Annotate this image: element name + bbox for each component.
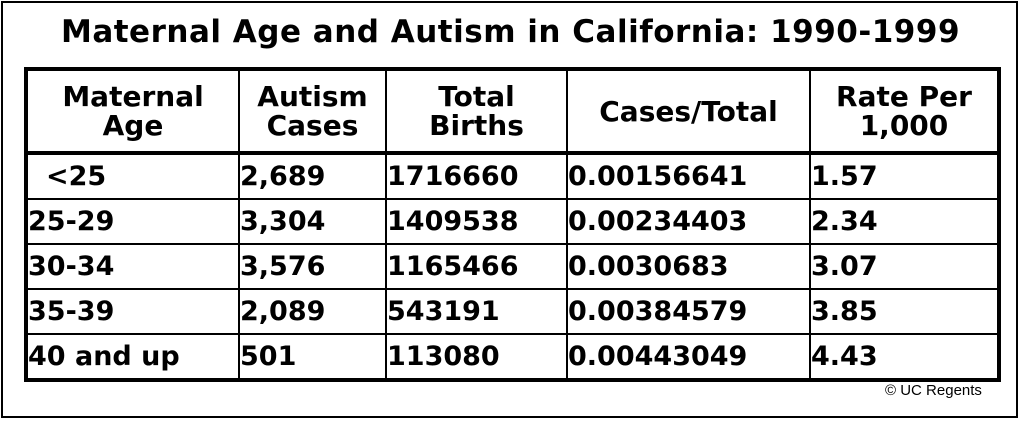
header-maternal-age: Maternal Age	[25, 68, 240, 155]
chart-title: Maternal Age and Autism in California: 1…	[60, 14, 961, 50]
cell-maternal-age: 40 and up	[25, 333, 240, 381]
cell-rate: 3.85	[809, 288, 1000, 335]
header-rate-per-1000: Rate Per 1,000	[809, 68, 1000, 155]
header-text: Maternal	[62, 80, 204, 113]
header-row: Maternal Age Autism Cases Total Births C…	[25, 68, 1000, 155]
cell-rate: 1.57	[809, 152, 1000, 200]
cell-cases-total: 0.00234403	[566, 198, 811, 245]
cell-autism-cases: 3,576	[238, 243, 387, 290]
cell-cases-total: 0.00156641	[566, 152, 811, 200]
cell-cases-total: 0.0030683	[566, 243, 811, 290]
cell-rate: 3.07	[809, 243, 1000, 290]
header-cases-total: Cases/Total	[566, 68, 811, 155]
cell-cases-total: 0.00443049	[566, 333, 811, 381]
cell-maternal-age: <25	[25, 152, 240, 200]
cell-total-births: 1165466	[385, 243, 568, 290]
header-text: Total	[438, 80, 515, 113]
cell-autism-cases: 501	[238, 333, 387, 381]
cell-autism-cases: 3,304	[238, 198, 387, 245]
header-text: Rate Per	[836, 80, 972, 113]
cell-total-births: 113080	[385, 333, 568, 381]
cell-maternal-age: 25-29	[25, 198, 240, 245]
cell-rate: 2.34	[809, 198, 1000, 245]
cell-maternal-age: 30-34	[25, 243, 240, 290]
header-text: Cases/Total	[599, 94, 778, 128]
table-row: 35-39 2,089 543191 0.00384579 3.85	[25, 288, 1000, 335]
table-row: 25-29 3,304 1409538 0.00234403 2.34	[25, 198, 1000, 245]
table-row: 30-34 3,576 1165466 0.0030683 3.07	[25, 243, 1000, 290]
header-autism-cases: Autism Cases	[238, 68, 387, 155]
data-table: Maternal Age Autism Cases Total Births C…	[24, 67, 1001, 382]
cell-cases-total: 0.00384579	[566, 288, 811, 335]
cell-total-births: 1716660	[385, 152, 568, 200]
header-text: Births	[429, 109, 524, 142]
cell-autism-cases: 2,089	[238, 288, 387, 335]
header-text: Autism	[257, 80, 368, 113]
copyright-credit: © UC Regents	[885, 382, 982, 399]
header-text: Age	[102, 109, 164, 142]
header-text: 1,000	[859, 109, 949, 142]
header-total-births: Total Births	[385, 68, 568, 155]
table-row: 40 and up 501 113080 0.00443049 4.43	[25, 333, 1000, 381]
cell-total-births: 543191	[385, 288, 568, 335]
cell-maternal-age: 35-39	[25, 288, 240, 335]
cell-autism-cases: 2,689	[238, 152, 387, 200]
table-row: <25 2,689 1716660 0.00156641 1.57	[25, 152, 1000, 200]
cell-total-births: 1409538	[385, 198, 568, 245]
cell-rate: 4.43	[809, 333, 1000, 381]
header-text: Cases	[266, 109, 359, 142]
